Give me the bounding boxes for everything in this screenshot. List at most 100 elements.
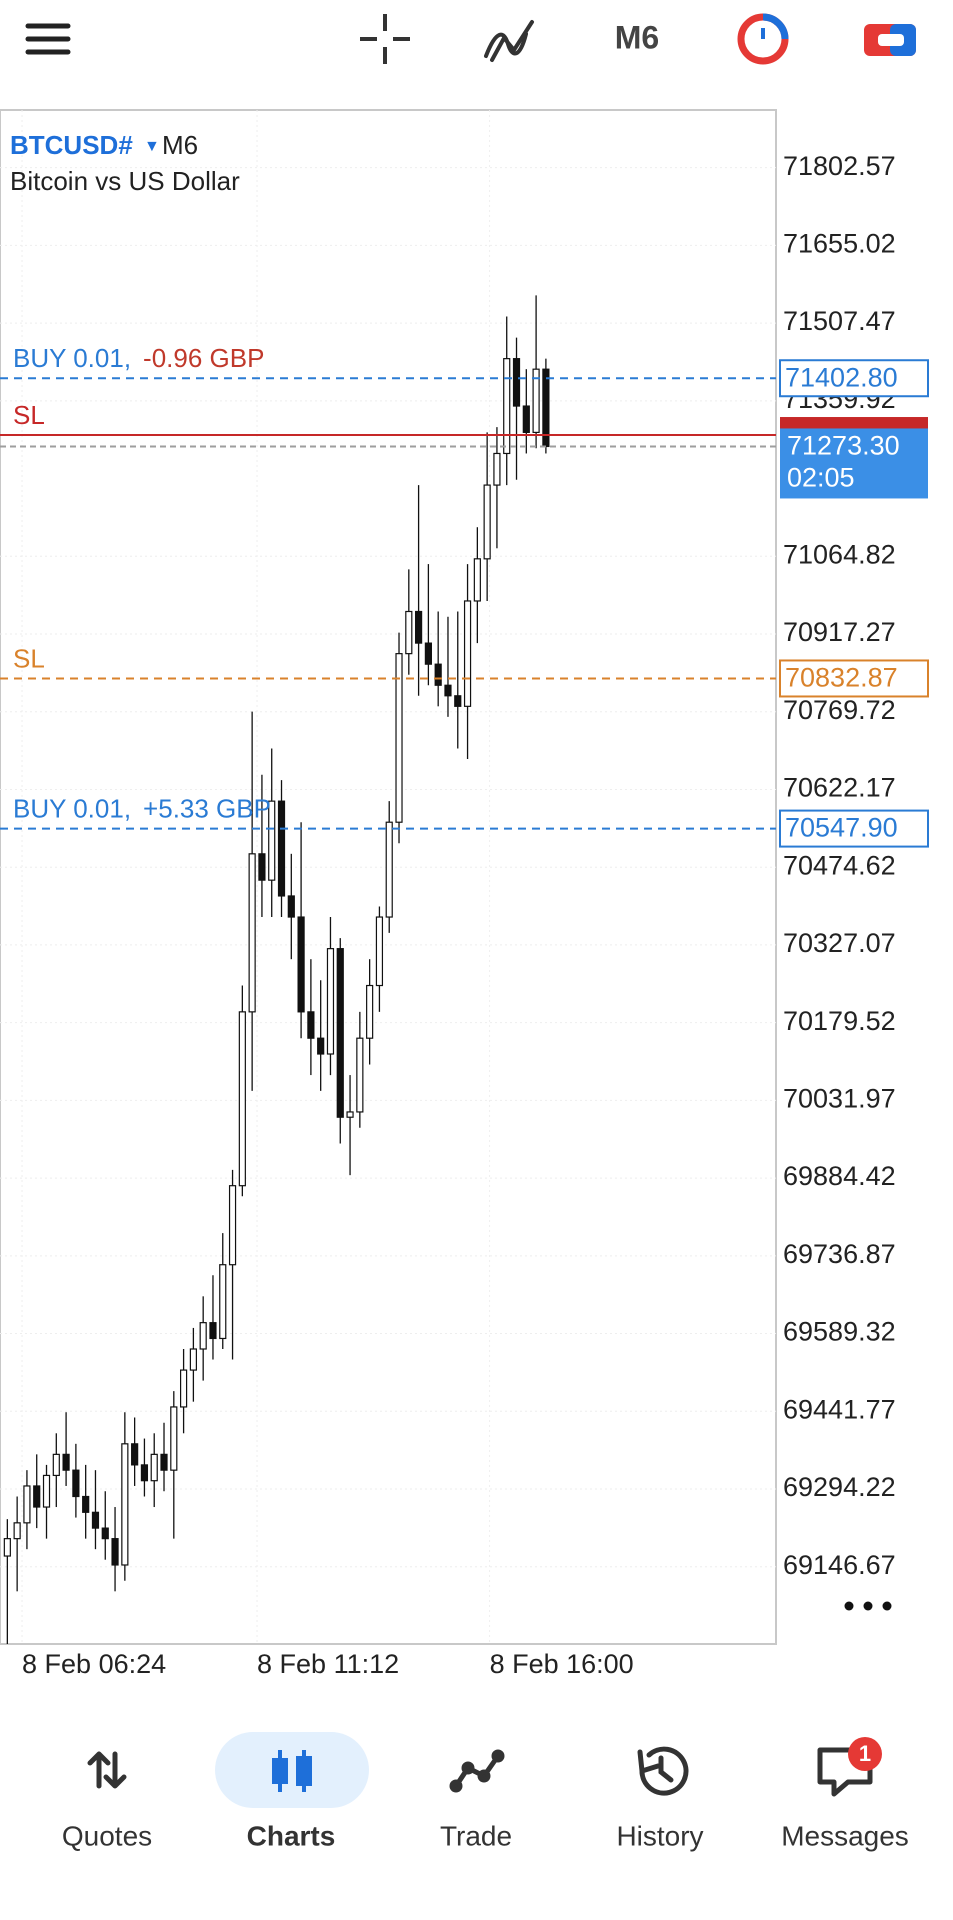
chart xyxy=(0,110,776,1644)
candle-body xyxy=(111,1538,119,1566)
candle-body xyxy=(307,1011,315,1039)
more-button[interactable] xyxy=(844,1601,892,1611)
candle-body xyxy=(62,1453,70,1471)
candle-body xyxy=(52,1453,60,1477)
candle-body xyxy=(375,916,384,987)
candle-body xyxy=(140,1464,149,1482)
candle-body xyxy=(160,1453,168,1471)
candle-body xyxy=(473,558,481,602)
candle-body xyxy=(424,642,432,665)
y-tick-label: 69441.77 xyxy=(783,1394,896,1424)
y-tick-label: 70031.97 xyxy=(783,1083,896,1113)
candle-body xyxy=(268,800,276,881)
level-profit: +5.33 GBP xyxy=(143,793,271,823)
bid-price: 71273.30 xyxy=(787,431,900,461)
y-tick-label: 70474.62 xyxy=(783,850,896,880)
nav-item[interactable]: Trade xyxy=(440,1820,512,1851)
candle-body xyxy=(395,653,403,823)
candle-body xyxy=(336,948,344,1118)
level-price-box xyxy=(779,659,929,698)
y-tick-label: 70327.07 xyxy=(783,928,896,958)
candle-body xyxy=(463,600,472,707)
y-tick-label: 71802.57 xyxy=(783,151,896,181)
nav-item[interactable]: History xyxy=(616,1820,703,1851)
level-price-box xyxy=(779,359,929,398)
candle-body xyxy=(493,452,501,486)
charts-icon xyxy=(272,1750,312,1792)
candle-body xyxy=(434,663,442,686)
y-tick-label: 70622.17 xyxy=(783,773,896,803)
candle-body xyxy=(219,1264,227,1340)
nav-item[interactable]: Charts xyxy=(247,1820,336,1851)
y-tick-label: 70917.27 xyxy=(783,617,896,647)
history-icon xyxy=(637,1746,689,1796)
candle-body xyxy=(13,1522,21,1540)
candle-body xyxy=(72,1469,80,1498)
level-label: BUY 0.01, xyxy=(13,793,131,823)
candle-body xyxy=(414,610,423,644)
active-pill xyxy=(215,1732,369,1808)
y-tick-label: 71507.47 xyxy=(783,306,896,336)
level-label: BUY 0.01, xyxy=(13,343,131,373)
candle-body xyxy=(454,695,462,707)
candle-body xyxy=(101,1527,109,1540)
timeframe-button[interactable]: M6 xyxy=(615,19,659,55)
candle-body xyxy=(3,1538,11,1557)
candle-body xyxy=(385,821,393,918)
nav-item[interactable]: Messages xyxy=(781,1820,909,1851)
candle-body xyxy=(33,1485,41,1508)
trade-button[interactable] xyxy=(737,13,789,65)
symbol-description: Bitcoin vs US Dollar xyxy=(10,166,240,196)
badge xyxy=(848,1737,882,1771)
crosshair-button[interactable] xyxy=(360,14,410,64)
y-tick-label: 70769.72 xyxy=(783,695,896,725)
toolbar: M6 xyxy=(25,13,916,65)
candle-body xyxy=(297,916,305,1013)
candle-body xyxy=(179,1369,188,1408)
candle-body xyxy=(356,1037,364,1113)
candle-body xyxy=(170,1406,178,1471)
candle-body xyxy=(131,1443,139,1466)
level-label: SL xyxy=(13,643,45,673)
y-tick-label: 69146.67 xyxy=(783,1550,896,1580)
indicators-button[interactable] xyxy=(484,20,534,62)
level-label: SL xyxy=(13,400,45,430)
candle-body xyxy=(42,1474,51,1508)
candle-body xyxy=(228,1185,237,1266)
candle-body xyxy=(317,1037,325,1055)
x-tick-label: 8 Feb 16:00 xyxy=(490,1649,634,1679)
candle-body xyxy=(444,684,452,697)
symbol[interactable]: BTCUSD# xyxy=(10,130,133,160)
candle-body xyxy=(522,405,530,433)
bid-countdown: 02:05 xyxy=(787,463,855,493)
badge-count: 1 xyxy=(859,1741,871,1766)
candle-body xyxy=(91,1511,100,1529)
symbol-dropdown[interactable]: ▼ xyxy=(144,138,160,155)
y-tick-label: 69589.32 xyxy=(783,1317,896,1347)
candle-body xyxy=(258,853,266,881)
candle-body xyxy=(503,358,511,455)
candle-body xyxy=(483,484,491,560)
bid-box xyxy=(780,428,928,499)
nav-item[interactable]: Quotes xyxy=(62,1820,152,1851)
candle-body xyxy=(23,1485,31,1524)
candle-body xyxy=(326,948,335,1055)
menu-button[interactable] xyxy=(25,23,71,55)
candle-body xyxy=(346,1111,354,1118)
account-button[interactable] xyxy=(864,24,916,56)
y-tick-label: 69884.42 xyxy=(783,1161,896,1191)
x-tick-label: 8 Feb 06:24 xyxy=(22,1649,166,1679)
level-profit: -0.96 GBP xyxy=(143,343,264,373)
y-tick-label: 71064.82 xyxy=(783,539,896,569)
bottom-nav: 1 Quotes Charts Trade History Messages xyxy=(62,1732,909,1851)
level-price: 70832.87 xyxy=(785,663,898,693)
candle-body xyxy=(199,1322,207,1350)
y-tick-label: 69294.22 xyxy=(783,1472,896,1502)
level-price-box xyxy=(779,809,929,848)
candle-body xyxy=(248,853,256,1013)
y-tick-label: 69736.87 xyxy=(783,1239,896,1269)
candle-body xyxy=(532,368,540,433)
x-tick-label: 8 Feb 11:12 xyxy=(257,1649,399,1679)
